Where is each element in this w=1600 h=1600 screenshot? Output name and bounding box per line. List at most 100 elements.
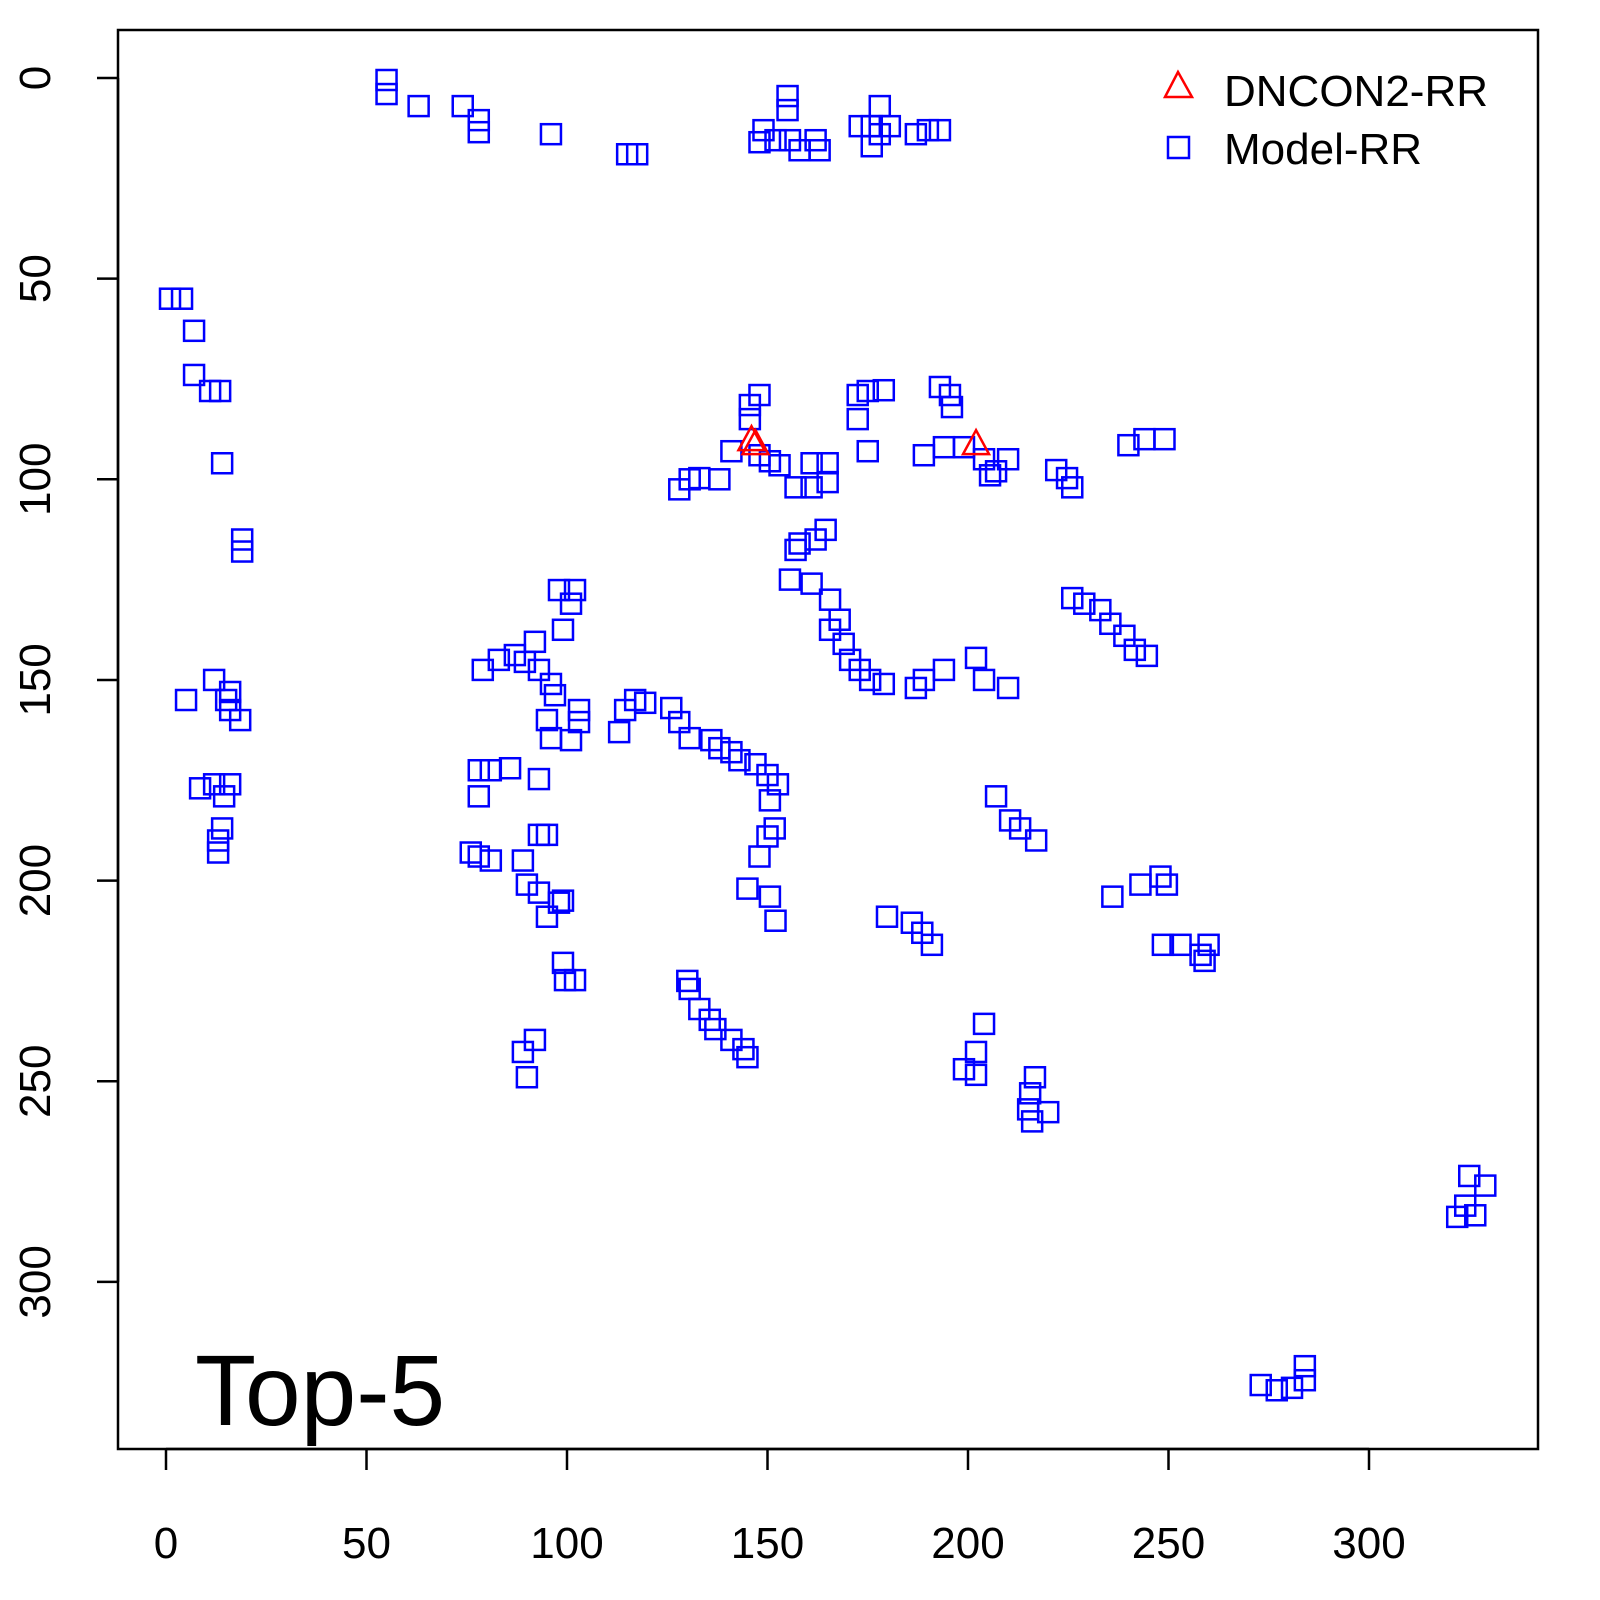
x-tick-label: 300	[1332, 1519, 1405, 1568]
model-rr-point	[375, 82, 398, 106]
model-rr-point	[170, 287, 194, 310]
model-rr-point	[625, 142, 649, 166]
model-rr-point	[188, 777, 212, 800]
plot-frame	[116, 28, 1540, 1451]
model-rr-point	[1151, 933, 1175, 957]
model-rr-point	[952, 435, 976, 459]
model-rr-point	[228, 708, 252, 732]
model-rr-point	[700, 728, 723, 752]
model-rr-point	[1155, 873, 1179, 896]
model-rr-point	[559, 592, 583, 615]
model-rr-point	[535, 708, 559, 732]
model-rr-point	[1149, 865, 1172, 888]
model-rr-point	[758, 885, 782, 908]
model-rr-point	[1249, 1373, 1272, 1397]
model-rr-point	[768, 454, 791, 477]
model-rr-point	[964, 1040, 988, 1064]
model-rr-point	[758, 789, 782, 812]
model-rr-point	[535, 905, 559, 928]
model-rr-point	[479, 849, 503, 872]
model-rr-point	[1018, 1082, 1042, 1105]
model-rr-point	[738, 393, 762, 417]
model-rr-point	[467, 845, 491, 868]
model-rr-point	[1129, 873, 1152, 896]
model-rr-point	[800, 451, 823, 475]
model-rr-point	[878, 114, 902, 138]
x-tick-label: 200	[931, 1519, 1004, 1568]
model-rr-point	[846, 407, 869, 431]
model-rr-point	[916, 118, 940, 142]
model-rr-point	[778, 568, 802, 591]
dncon2-rr-point	[740, 427, 771, 456]
model-rr-point	[912, 668, 936, 692]
model-rr-point	[1073, 592, 1096, 615]
model-rr-point	[868, 94, 892, 118]
model-rr-point	[904, 122, 928, 146]
model-rr-point	[984, 460, 1008, 483]
model-rr-point	[230, 528, 254, 551]
y-tick-label: 150	[11, 643, 60, 716]
model-rr-point	[1193, 949, 1216, 973]
model-rr-point	[212, 785, 236, 808]
model-rr-point	[375, 68, 398, 92]
model-rr-point	[523, 630, 547, 654]
model-rr-point	[551, 889, 575, 912]
model-rr-point	[875, 905, 899, 928]
model-rr-point	[559, 728, 583, 752]
model-rr-point	[547, 891, 571, 914]
model-rr-point	[766, 773, 790, 796]
model-rr-point	[764, 909, 787, 932]
model-rr-point	[1099, 612, 1122, 636]
model-rr-point	[1135, 644, 1159, 668]
legend-square-marker	[1166, 135, 1191, 160]
model-rr-point	[912, 443, 936, 467]
model-rr-point	[210, 817, 234, 840]
model-rr-point	[633, 691, 657, 715]
model-rr-point	[210, 451, 234, 475]
model-rr-point	[996, 447, 1020, 471]
model-rr-point	[479, 758, 503, 782]
model-rr-point	[1197, 933, 1220, 957]
model-rr-point	[808, 138, 831, 162]
model-rr-point	[978, 464, 1002, 487]
model-rr-point	[964, 1063, 988, 1087]
model-rr-point	[206, 829, 230, 852]
model-rr-point	[1445, 1205, 1469, 1229]
model-rr-point	[972, 668, 996, 692]
model-rr-point	[208, 379, 232, 403]
model-rr-point	[1061, 476, 1084, 499]
model-rr-point	[728, 748, 751, 772]
x-tick-label: 0	[154, 1519, 178, 1568]
data-points	[158, 68, 1497, 1402]
model-rr-point	[972, 447, 996, 471]
model-rr-point	[732, 1037, 755, 1061]
model-rr-point	[563, 578, 587, 602]
model-rr-point	[1024, 829, 1048, 852]
model-rr-point	[527, 658, 551, 682]
model-rr-point	[1123, 638, 1147, 662]
legend-label-model: Model-RR	[1224, 125, 1422, 174]
legend: DNCON2-RR Model-RR	[1162, 67, 1488, 174]
y-tick-label: 250	[11, 1045, 60, 1118]
model-rr-point	[814, 518, 837, 542]
model-rr-point	[539, 122, 563, 146]
model-rr-point	[932, 435, 956, 459]
model-rr-point	[708, 736, 731, 760]
model-rr-point	[932, 658, 956, 682]
dncon2-rr-point	[736, 423, 767, 452]
model-rr-point	[182, 319, 206, 343]
model-rr-point	[202, 668, 226, 692]
model-rr-point	[567, 710, 591, 734]
model-rr-point	[515, 1065, 539, 1089]
model-rr-point	[858, 668, 882, 692]
model-rr-point	[607, 720, 631, 744]
model-rr-point	[230, 540, 254, 563]
model-rr-point	[551, 618, 575, 642]
model-rr-point	[872, 378, 896, 402]
model-rr-point	[182, 363, 206, 387]
model-rr-point	[467, 758, 491, 782]
model-rr-point	[543, 683, 567, 707]
model-rr-point	[1023, 1065, 1047, 1089]
model-rr-point	[776, 84, 799, 108]
model-rr-point	[748, 130, 771, 154]
